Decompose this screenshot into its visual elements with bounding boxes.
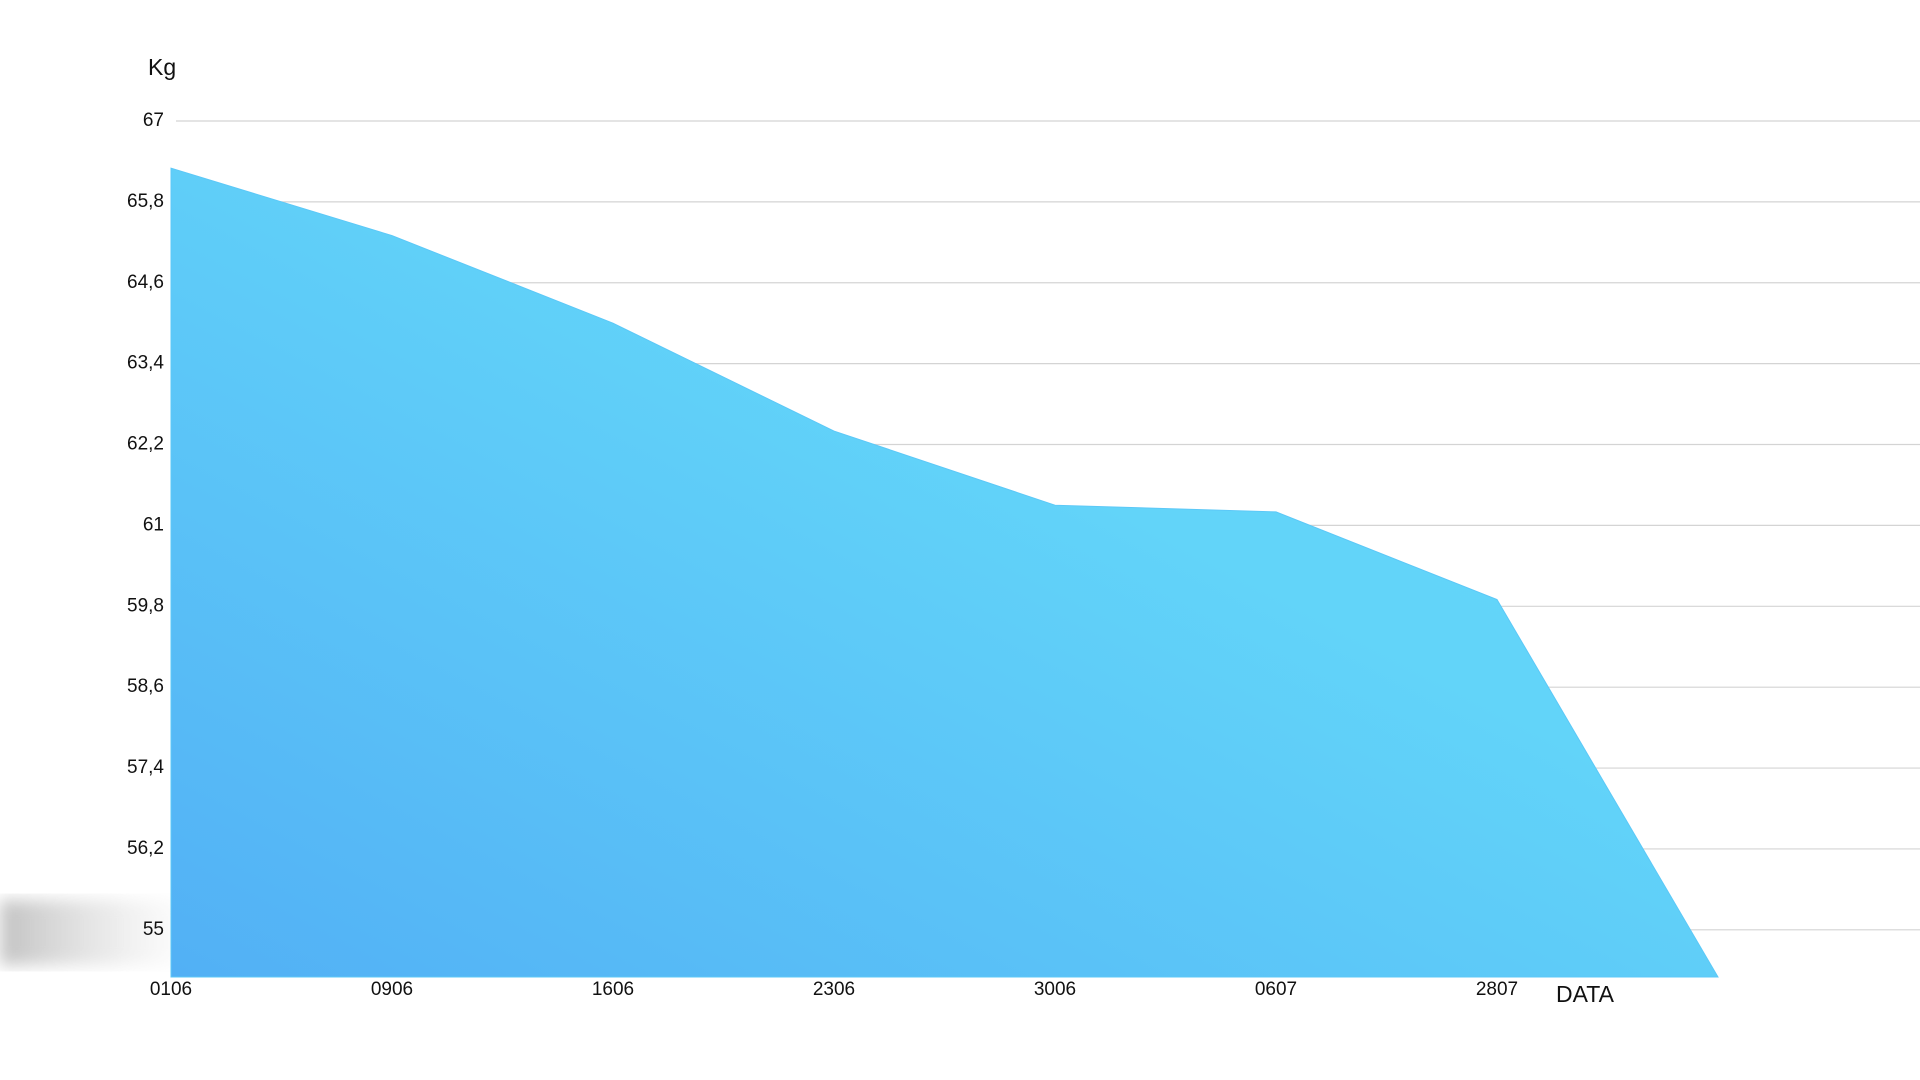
y-tick-label: 67 (143, 110, 164, 131)
y-tick-label: 58,6 (127, 676, 164, 697)
x-tick-label: 3006 (1034, 979, 1076, 1000)
y-tick-label: 56,2 (127, 838, 164, 859)
y-tick-label: 65,8 (127, 191, 164, 212)
x-tick-label: 2807 (1476, 979, 1518, 1000)
y-tick-label: 61 (143, 514, 164, 535)
x-tick-label: 2306 (813, 979, 855, 1000)
x-tick-label: 0607 (1255, 979, 1297, 1000)
x-tick-label: 0106 (150, 979, 192, 1000)
y-axis-title: Kg (148, 54, 176, 80)
x-axis-title: DATA (1556, 981, 1615, 1007)
y-tick-label: 57,4 (127, 757, 164, 778)
y-tick-label: 55 (143, 919, 164, 940)
area (170, 167, 1719, 978)
shadow (0, 900, 200, 965)
x-tick-label: 0906 (371, 979, 413, 1000)
x-tick-label: 1606 (592, 979, 634, 1000)
y-tick-label: 62,2 (127, 434, 164, 455)
y-tick-label: 63,4 (127, 353, 164, 374)
y-tick-label: 64,6 (127, 272, 164, 293)
y-tick-label: 59,8 (127, 595, 164, 616)
